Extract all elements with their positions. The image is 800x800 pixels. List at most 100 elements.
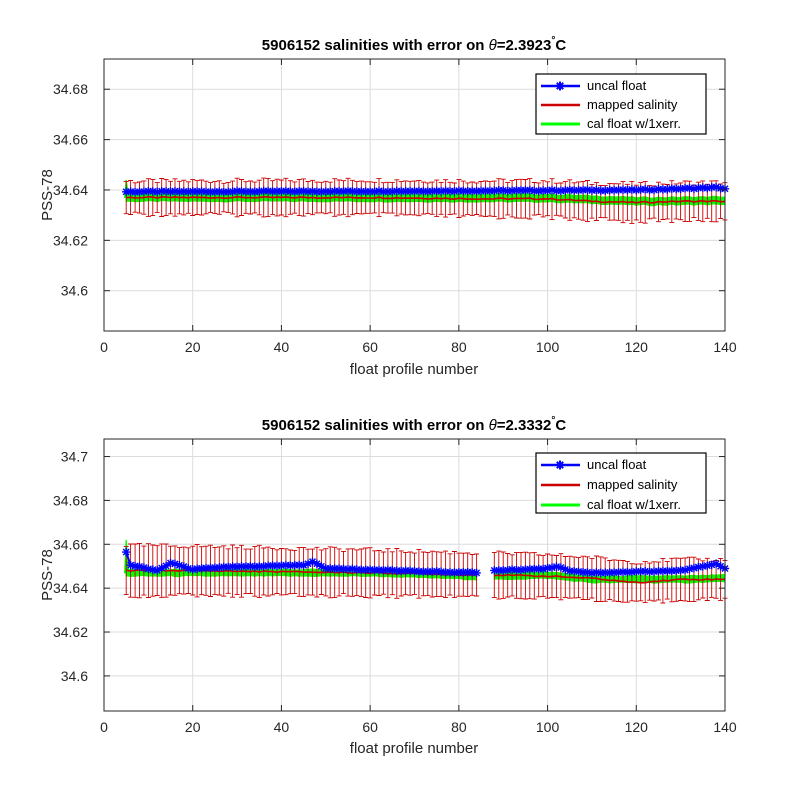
x-tick-label: 140 — [713, 339, 737, 355]
uncal-float-marker — [130, 561, 140, 571]
uncal-float-marker — [352, 187, 362, 196]
uncal-float-marker — [215, 187, 224, 196]
uncal-float-marker — [414, 186, 424, 196]
uncal-float-marker — [592, 185, 601, 195]
uncal-float-marker — [232, 186, 242, 196]
uncal-float-marker — [538, 186, 548, 195]
uncal-float-marker — [210, 563, 220, 572]
uncal-float-marker — [277, 561, 286, 570]
uncal-float-marker — [144, 187, 153, 196]
uncal-float-marker — [667, 566, 676, 576]
uncal-float-marker — [294, 560, 304, 570]
uncal-float-marker — [534, 186, 543, 196]
uncal-float-marker — [414, 567, 424, 576]
uncal-float-marker — [277, 187, 286, 196]
x-tick-label: 100 — [536, 719, 560, 735]
uncal-float-marker — [401, 566, 410, 575]
uncal-float-marker — [609, 185, 619, 195]
uncal-float-marker — [445, 187, 455, 196]
uncal-float-marker — [640, 567, 650, 576]
uncal-float-marker — [432, 567, 441, 576]
uncal-float-marker — [144, 564, 153, 574]
uncal-float-marker — [179, 562, 189, 571]
uncal-float-marker — [663, 185, 672, 194]
uncal-float-marker — [614, 568, 623, 577]
uncal-float-marker — [658, 185, 668, 194]
y-tick-label: 34.6 — [61, 283, 88, 299]
uncal-float-marker — [601, 186, 610, 195]
uncal-float-marker — [649, 185, 659, 195]
legend-label-mapped-bottom: mapped salinity — [587, 477, 678, 492]
uncal-float-marker — [698, 183, 708, 192]
uncal-float-marker — [246, 562, 255, 571]
uncal-float-marker — [503, 186, 512, 196]
y-tick-label: 34.68 — [53, 81, 88, 97]
uncal-float-marker — [547, 185, 557, 195]
uncal-float-marker — [339, 564, 348, 574]
uncal-float-marker — [618, 567, 628, 577]
uncal-float-marker — [663, 566, 672, 576]
uncal-float-marker — [121, 187, 131, 196]
uncal-float-marker — [255, 187, 264, 196]
legend-marker-uncal-bottom — [555, 460, 565, 470]
uncal-float-marker — [286, 561, 295, 570]
uncal-float-marker — [357, 187, 366, 196]
theta-symbol: θ — [489, 37, 497, 54]
x-axis-label-bottom: float profile number — [350, 740, 478, 757]
uncal-float-marker — [676, 184, 685, 193]
uncal-float-marker — [716, 184, 725, 193]
uncal-float-marker — [587, 568, 597, 578]
uncal-float-marker — [334, 187, 344, 196]
uncal-float-marker — [423, 187, 433, 196]
uncal-float-marker — [481, 186, 490, 195]
uncal-float-marker — [326, 187, 335, 196]
uncal-float-marker — [388, 566, 397, 575]
uncal-float-marker — [339, 187, 348, 196]
uncal-float-marker — [379, 566, 388, 575]
theta-symbol: θ — [489, 417, 497, 434]
y-axis-label-bottom: PSS-78 — [39, 549, 56, 601]
uncal-float-marker — [148, 187, 157, 196]
legend-marker-uncal-top — [555, 81, 565, 91]
plot-series-bottom — [121, 539, 730, 604]
uncal-float-marker — [441, 186, 450, 195]
y-tick-label: 34.7 — [61, 449, 88, 465]
y-tick-label: 34.66 — [53, 536, 88, 552]
uncal-float-marker — [237, 562, 246, 571]
uncal-float-marker — [410, 186, 419, 196]
uncal-float-marker — [166, 187, 175, 196]
uncal-float-marker — [201, 563, 211, 573]
uncal-float-marker — [135, 562, 144, 571]
uncal-float-marker — [237, 187, 246, 196]
x-tick-label: 60 — [362, 339, 378, 355]
uncal-float-marker — [365, 565, 375, 574]
uncal-float-marker — [672, 184, 681, 194]
uncal-float-marker — [454, 567, 464, 577]
degree-symbol: ° — [551, 415, 555, 426]
uncal-float-marker — [543, 186, 552, 195]
uncal-float-marker — [250, 562, 260, 571]
uncal-float-marker — [405, 566, 415, 576]
uncal-float-marker — [485, 186, 495, 196]
uncal-float-marker — [135, 187, 144, 197]
uncal-float-marker — [530, 186, 539, 196]
uncal-float-marker — [419, 187, 428, 196]
uncal-float-marker — [507, 186, 517, 195]
uncal-float-marker — [512, 565, 521, 575]
uncal-float-marker — [255, 562, 264, 571]
uncal-float-marker — [454, 186, 464, 195]
uncal-float-marker — [268, 561, 277, 570]
uncal-float-marker — [609, 568, 619, 577]
uncal-float-marker — [592, 568, 601, 577]
uncal-float-marker — [419, 567, 428, 576]
uncal-float-marker — [476, 186, 486, 196]
uncal-float-marker — [370, 187, 379, 196]
uncal-float-marker — [516, 186, 526, 195]
uncal-float-marker — [294, 186, 304, 196]
uncal-float-marker — [596, 186, 605, 195]
uncal-float-marker — [361, 187, 370, 196]
uncal-float-marker — [707, 560, 716, 569]
uncal-float-marker — [534, 564, 543, 574]
uncal-float-marker — [530, 564, 539, 574]
